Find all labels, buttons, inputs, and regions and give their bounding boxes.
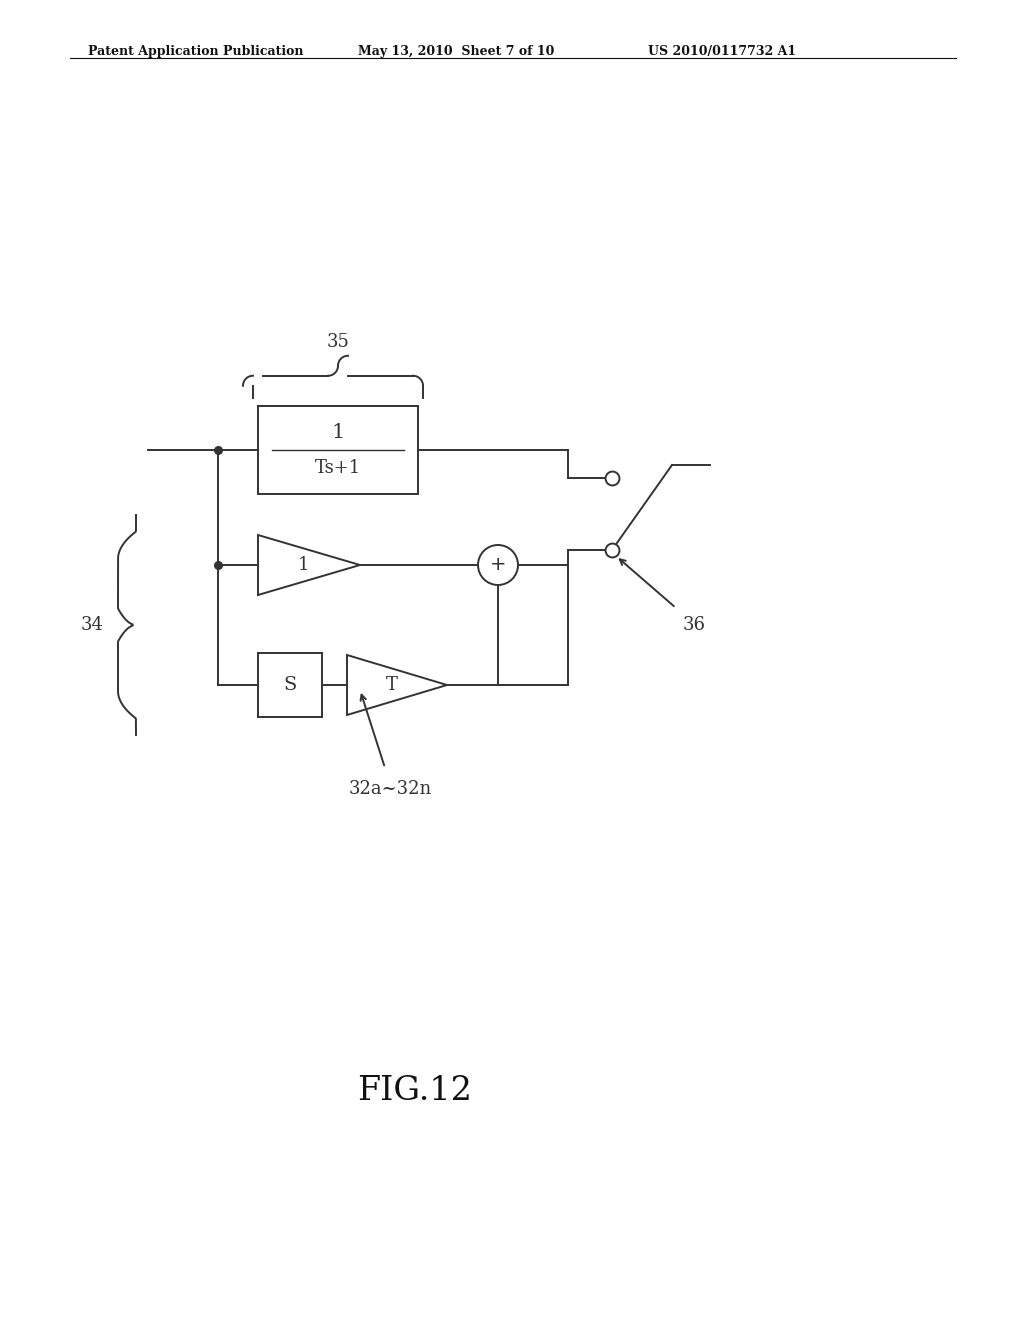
Circle shape	[478, 545, 518, 585]
Text: 1: 1	[298, 556, 309, 574]
Text: May 13, 2010  Sheet 7 of 10: May 13, 2010 Sheet 7 of 10	[358, 45, 554, 58]
Text: +: +	[489, 554, 506, 573]
FancyBboxPatch shape	[258, 653, 322, 717]
Text: 36: 36	[683, 616, 706, 634]
FancyBboxPatch shape	[258, 407, 418, 494]
Text: US 2010/0117732 A1: US 2010/0117732 A1	[648, 45, 796, 58]
Polygon shape	[258, 535, 360, 595]
Text: S: S	[284, 676, 297, 694]
Text: 34: 34	[81, 616, 104, 634]
Text: T: T	[386, 676, 398, 694]
Text: FIG.12: FIG.12	[357, 1074, 472, 1107]
Text: 1: 1	[332, 422, 345, 441]
Text: Ts+1: Ts+1	[314, 459, 361, 477]
Text: Patent Application Publication: Patent Application Publication	[88, 45, 303, 58]
Text: 35: 35	[327, 333, 349, 351]
Text: 32a~32n: 32a~32n	[348, 780, 432, 799]
Polygon shape	[347, 655, 447, 715]
